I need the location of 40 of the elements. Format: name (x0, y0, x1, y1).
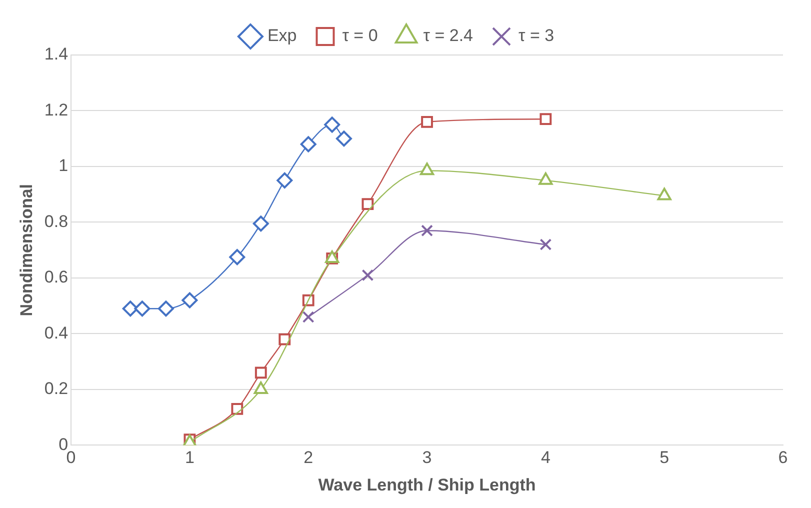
point (421, 116, 433, 128)
legend-label: τ = 2.4 (423, 26, 474, 46)
legend-label: Exp (267, 26, 297, 46)
point (229, 249, 246, 266)
point (254, 366, 267, 379)
y-tick-label: 1.2 (44, 100, 68, 120)
y-axis-title: Nondimensional (16, 184, 36, 316)
x-tick-label: 4 (540, 448, 550, 468)
legend-label: τ = 3 (518, 26, 554, 46)
point (252, 216, 269, 232)
y-tick-label: 0 (58, 434, 68, 454)
x-tick-label: 5 (660, 448, 670, 468)
x-tick-label: 3 (422, 448, 432, 468)
point (336, 130, 352, 147)
y-tick-label: 0.6 (44, 268, 68, 287)
y-tick-label: 0.4 (44, 323, 68, 342)
x-tick-label: 6 (778, 448, 788, 468)
point (362, 269, 374, 282)
y-tick-label: 0.2 (44, 379, 68, 398)
x-tick-label: 1 (184, 448, 194, 468)
y-tick-label: 1 (58, 156, 68, 176)
point (276, 172, 293, 188)
x-tick-label: 2 (304, 448, 314, 468)
point (182, 292, 198, 308)
legend-label: τ = 0 (342, 26, 378, 46)
x-axis-title: Wave Length / Ship Length (318, 475, 536, 494)
point (300, 136, 316, 152)
point (540, 238, 552, 250)
point (421, 224, 433, 237)
y-tick-label: 1.4 (44, 44, 68, 64)
point (362, 198, 374, 210)
point (231, 403, 244, 415)
point (158, 300, 174, 317)
y-tick-label: 0.8 (44, 212, 68, 231)
point (134, 300, 150, 317)
point (278, 333, 291, 346)
point (302, 311, 314, 323)
point (122, 300, 138, 317)
point (540, 113, 552, 126)
point (324, 116, 340, 133)
